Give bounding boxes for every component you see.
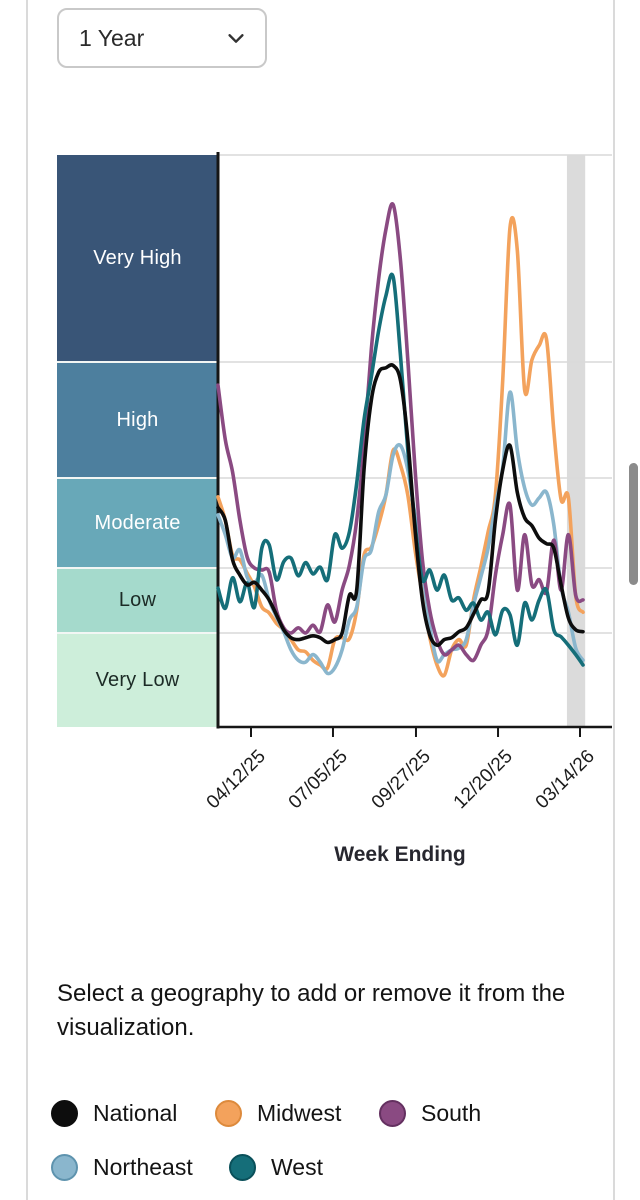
legend-dot-midwest: [215, 1100, 242, 1127]
legend-item-midwest[interactable]: Midwest: [215, 1100, 341, 1127]
timeframe-dropdown-value: 1 Year: [79, 24, 145, 51]
series-line-west: [216, 272, 585, 667]
band-label-very-low: Very Low: [95, 668, 180, 691]
legend-dot-south: [379, 1100, 406, 1127]
band-rect-low: [57, 568, 218, 633]
band-rect-high: [57, 362, 218, 478]
band-rect-moderate: [57, 478, 218, 568]
legend-item-west[interactable]: West: [229, 1154, 323, 1181]
activity-level-chart[interactable]: Very High High Moderate Low Very Low 04/12/2…: [0, 0, 640, 900]
series-line-northeast: [216, 390, 585, 676]
legend-label: Northeast: [93, 1154, 193, 1180]
legend-dot-west: [229, 1154, 256, 1181]
legend-label: National: [93, 1100, 178, 1126]
band-rect-very-low: [57, 633, 218, 727]
legend-item-south[interactable]: South: [379, 1100, 481, 1127]
series-line-national: [216, 363, 585, 648]
band-rect-very-high: [57, 155, 218, 362]
legend-dot-national: [51, 1100, 78, 1127]
x-axis-title: Week Ending: [334, 843, 466, 866]
timeframe-dropdown[interactable]: 1 Year: [57, 8, 267, 68]
page-left-border: [26, 0, 28, 1200]
legend-label: West: [271, 1154, 323, 1180]
band-label-very-high: Very High: [93, 247, 182, 269]
legend-label: Midwest: [257, 1100, 342, 1126]
legend-item-northeast[interactable]: Northeast: [51, 1154, 193, 1181]
legend-item-national[interactable]: National: [51, 1100, 177, 1127]
band-label-moderate: Moderate: [94, 511, 181, 534]
recent-week-shading: [566, 155, 586, 727]
band-label-low: Low: [118, 589, 157, 611]
scrollbar-thumb[interactable]: [629, 463, 638, 585]
chart-canvas: [57, 152, 612, 737]
legend-dot-northeast: [51, 1154, 78, 1181]
band-label-high: High: [116, 408, 159, 431]
page-right-border: [613, 0, 615, 1200]
chevron-down-icon: [228, 34, 244, 43]
series-line-south: [216, 201, 585, 663]
legend-instruction-text: Select a geography to add or remove it f…: [57, 980, 566, 1042]
legend-label: South: [421, 1100, 482, 1126]
